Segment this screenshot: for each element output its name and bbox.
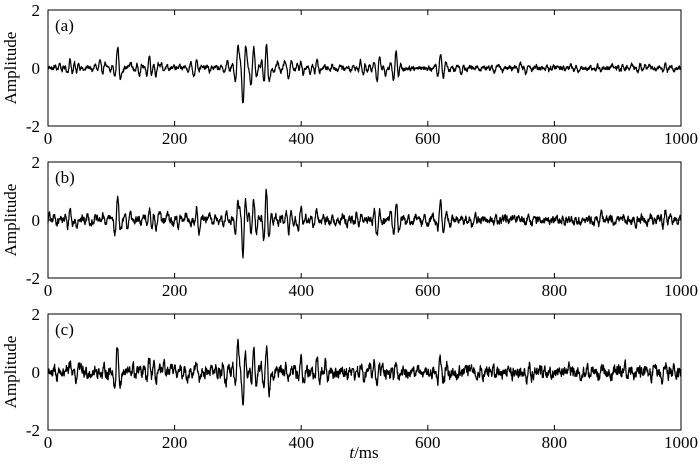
panel-label: (b) [55, 168, 75, 187]
y-tick-label: 0 [32, 211, 41, 230]
x-tick-label: 0 [44, 281, 53, 300]
series-line [47, 188, 682, 259]
y-axis-label: Amplitude [1, 32, 20, 105]
x-tick-label: 600 [415, 433, 441, 452]
x-tick-label: 400 [288, 281, 314, 300]
y-tick-label: -2 [26, 269, 40, 288]
x-tick-label: 400 [288, 433, 314, 452]
series-line [47, 43, 682, 104]
x-tick-label: 600 [415, 281, 441, 300]
y-axis-label: Amplitude [1, 184, 20, 257]
x-axis-label: t/ms [349, 443, 378, 462]
y-axis-label: Amplitude [1, 336, 20, 409]
series-line [47, 338, 682, 406]
y-tick-label: -2 [26, 421, 40, 440]
x-tick-label: 0 [44, 433, 53, 452]
x-tick-label: 200 [162, 433, 188, 452]
x-tick-label: 1000 [664, 433, 698, 452]
panel-label: (c) [55, 320, 74, 339]
y-tick-label: -2 [26, 117, 40, 136]
x-tick-label: 800 [542, 281, 568, 300]
x-tick-label: 600 [415, 129, 441, 148]
x-tick-label: 1000 [664, 129, 698, 148]
x-tick-label: 1000 [664, 281, 698, 300]
x-tick-label: 200 [162, 129, 188, 148]
x-tick-label: 800 [542, 433, 568, 452]
x-tick-label: 400 [288, 129, 314, 148]
x-tick-label: 200 [162, 281, 188, 300]
y-tick-label: 0 [32, 59, 41, 78]
panel-label: (a) [55, 16, 74, 35]
y-tick-label: 2 [32, 153, 41, 172]
y-tick-label: 2 [32, 1, 41, 20]
x-tick-label: 800 [542, 129, 568, 148]
x-tick-label: 0 [44, 129, 53, 148]
y-tick-label: 0 [32, 363, 41, 382]
y-tick-label: 2 [32, 305, 41, 324]
